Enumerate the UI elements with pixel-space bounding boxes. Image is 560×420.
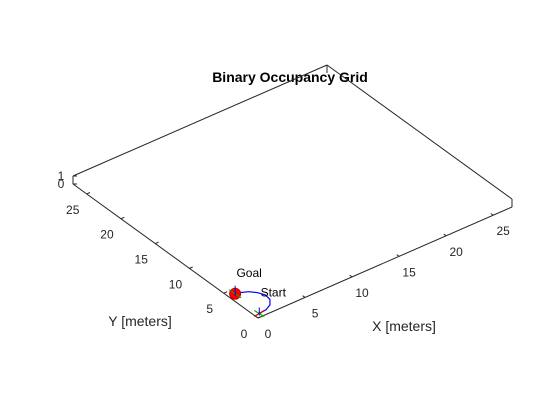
x-tick-mark xyxy=(255,315,259,319)
path-line xyxy=(234,291,271,315)
y-tick-label: 20 xyxy=(100,228,114,242)
x-tick-mark xyxy=(490,213,494,216)
box-edge-top-right xyxy=(326,64,513,200)
x-tick-label: 20 xyxy=(449,245,463,259)
x-tick-label: 25 xyxy=(496,224,510,238)
y-tick-mark xyxy=(120,216,125,220)
y-axis-label: Y [meters] xyxy=(108,313,172,329)
x-tick-label: 15 xyxy=(402,265,416,279)
x-tick-label: 5 xyxy=(312,306,319,320)
y-axis-line xyxy=(72,183,259,319)
x-tick-label: 10 xyxy=(355,286,369,300)
x-tick-mark xyxy=(302,295,306,298)
annotation-goal: Goal xyxy=(236,266,261,280)
path-series xyxy=(234,291,271,315)
annotation-start: Start xyxy=(261,285,287,299)
y-tick-mark xyxy=(189,266,193,269)
x-tick-mark xyxy=(396,254,400,257)
x-axis-label: X [meters] xyxy=(372,318,436,334)
x-tick-mark xyxy=(349,274,353,278)
chart-title: Binary Occupancy Grid xyxy=(212,69,368,85)
y-tick-mark xyxy=(86,192,91,195)
y-tick-label: 25 xyxy=(66,203,80,217)
box-edge-top-back xyxy=(72,64,328,177)
y-tick-label: 0 xyxy=(241,327,248,341)
y-tick-label: 15 xyxy=(135,253,149,267)
y-tick-label: 10 xyxy=(169,277,183,291)
y-tick-mark xyxy=(155,241,159,245)
x-tick-mark xyxy=(443,233,447,237)
z-tick-label: 0 xyxy=(58,177,65,191)
x-axis-line xyxy=(257,206,513,319)
x-tick-label: 0 xyxy=(265,327,272,341)
axes-box xyxy=(72,64,513,319)
z-tick-label: 1 xyxy=(58,169,65,183)
pose-markers xyxy=(228,285,265,317)
y-tick-label: 5 xyxy=(206,302,213,316)
y-tick-mark xyxy=(257,316,262,319)
y-tick-mark xyxy=(223,291,228,294)
